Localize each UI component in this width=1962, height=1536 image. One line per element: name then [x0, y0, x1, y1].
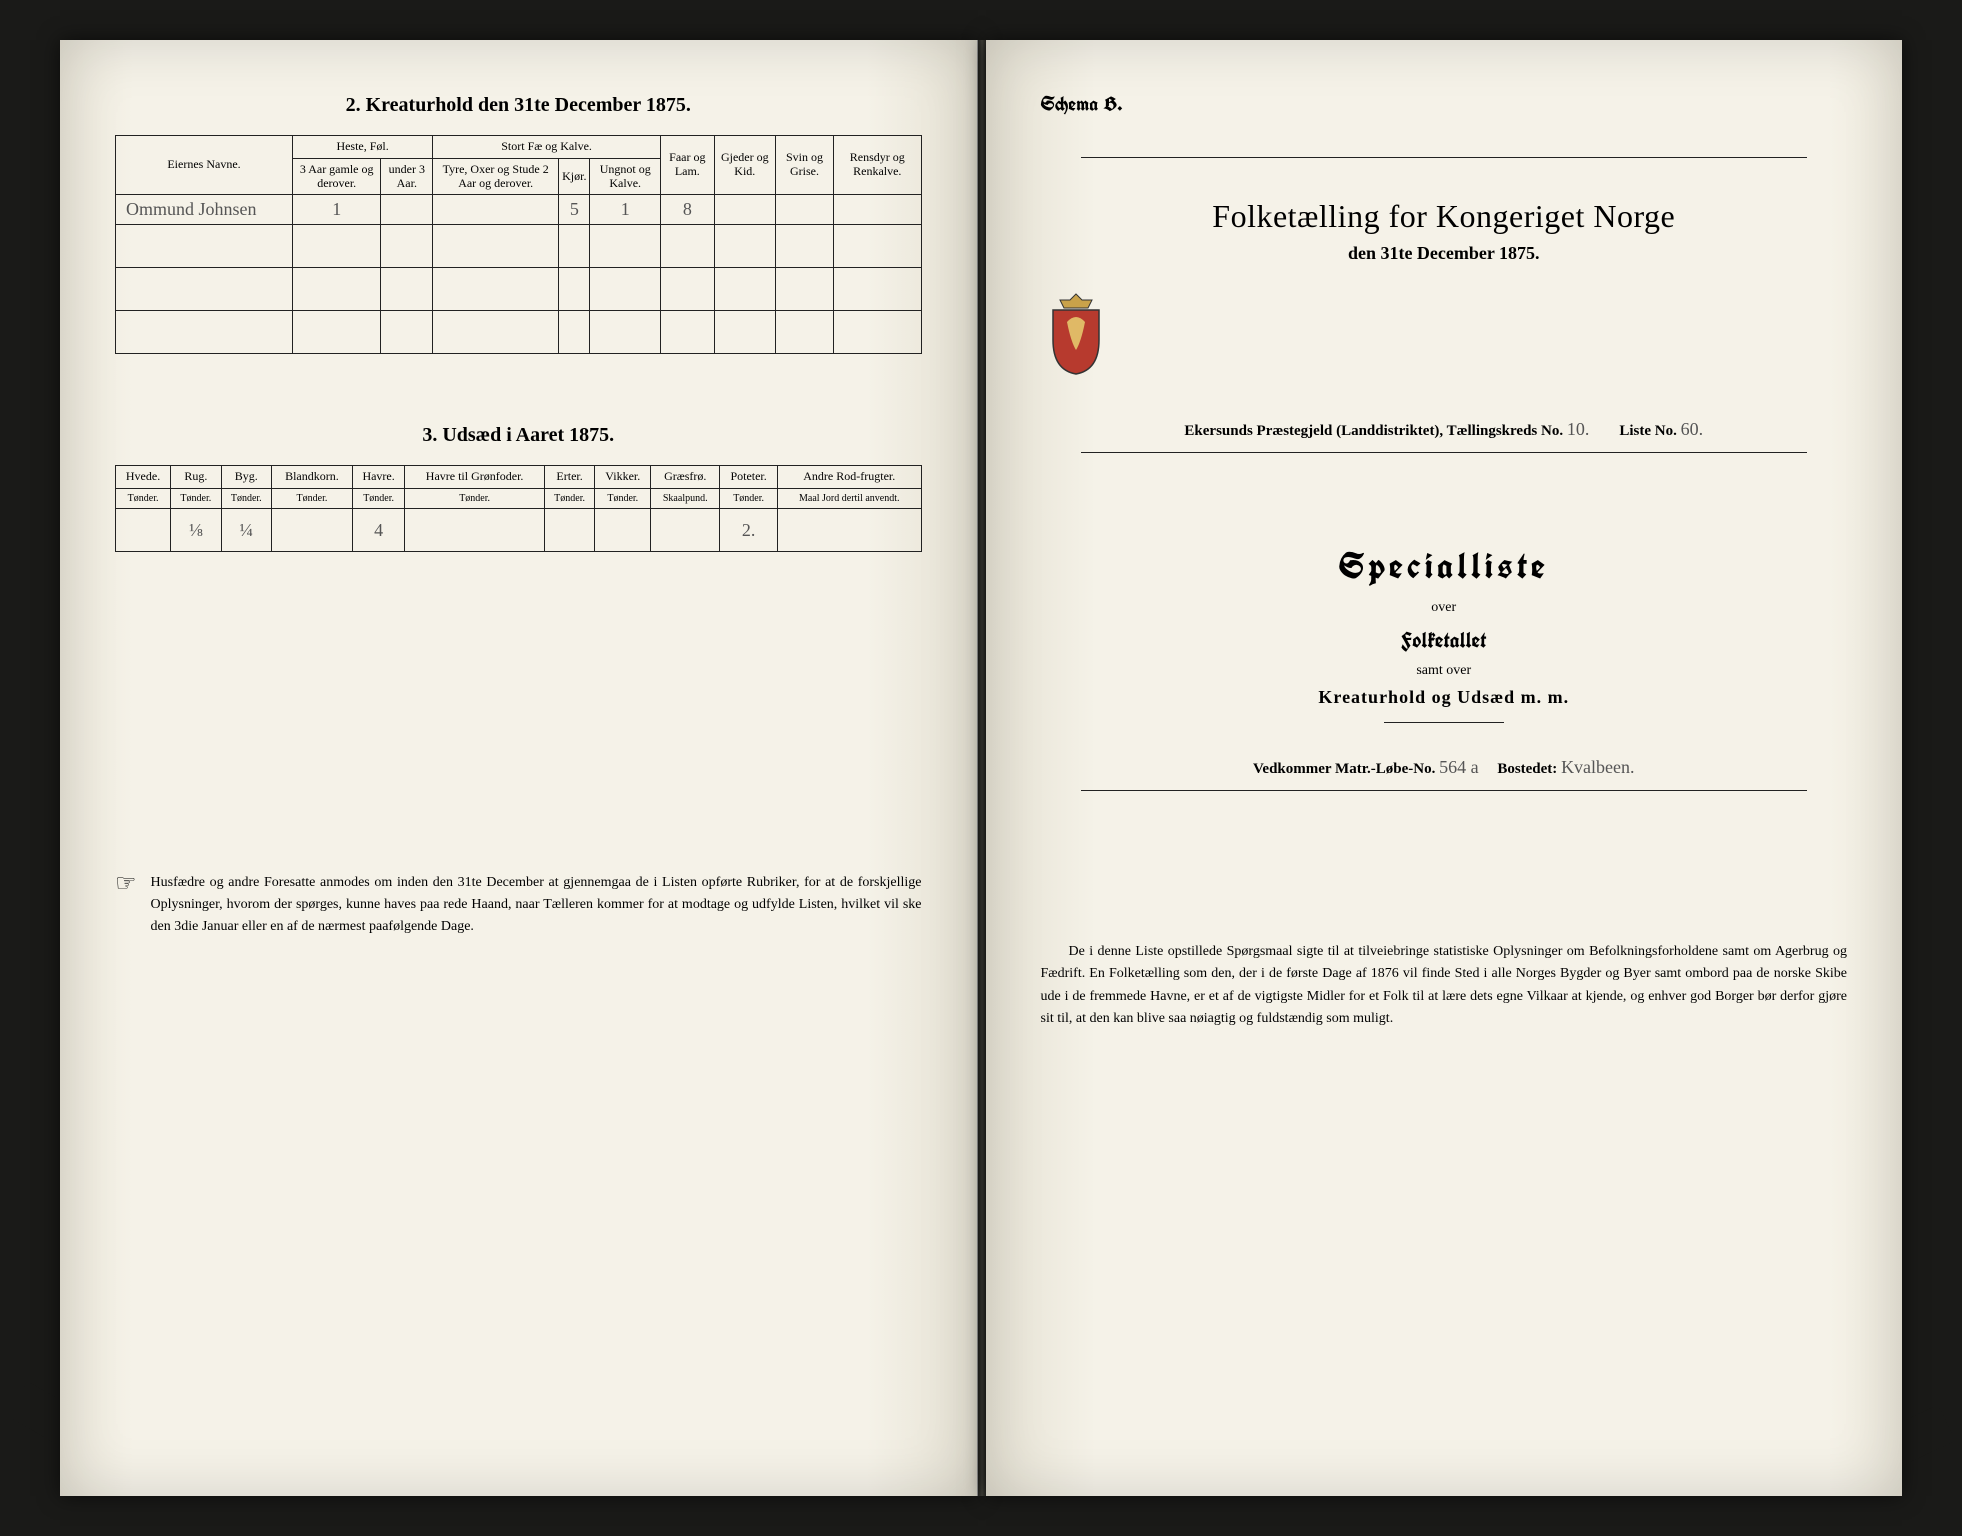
th-heste-a: 3 Aar gamle og derover. [293, 158, 381, 195]
th-sub: Tønder. [171, 488, 221, 509]
kreds-no: 10. [1567, 419, 1590, 439]
rule [1384, 722, 1504, 723]
th-eiernes: Eiernes Navne. [116, 136, 293, 195]
cell [775, 195, 833, 225]
vedk-label: Vedkommer Matr.-Løbe-No. [1253, 761, 1435, 777]
book-spread: 2. Kreaturhold den 31te December 1875. E… [60, 40, 1902, 1496]
over: over [1041, 600, 1848, 616]
th-sub: Tønder. [271, 488, 352, 509]
table-subheader-row: Tønder.Tønder.Tønder.Tønder.Tønder.Tønde… [116, 488, 922, 509]
table-row [116, 268, 922, 311]
section3-title: 3. Udsæd i Aaret 1875. [115, 424, 922, 447]
pointing-hand-icon: ☞ [115, 872, 137, 937]
th-stort-a: Tyre, Oxer og Stude 2 Aar og derover. [433, 158, 559, 195]
coat-of-arms-icon [1041, 292, 1111, 376]
folketallet: Folketallet [1041, 626, 1848, 655]
cell: 2. [720, 509, 778, 552]
th-sub: Tønder. [405, 488, 545, 509]
body-paragraph: De i denne Liste opstillede Spørgsmaal s… [1041, 941, 1848, 1031]
th-sub: Tønder. [544, 488, 594, 509]
cell [116, 509, 171, 552]
th-stort-c: Ungnot og Kalve. [590, 158, 660, 195]
th-svin: Svin og Grise. [775, 136, 833, 195]
th: Poteter. [720, 466, 778, 489]
cell [778, 509, 922, 552]
scan-surface: 2. Kreaturhold den 31te December 1875. E… [0, 0, 1962, 1536]
cell: 1 [590, 195, 660, 225]
th-ren: Rensdyr og Renkalve. [834, 136, 921, 195]
rule [1081, 790, 1808, 791]
th-heste: Heste, Føl. [293, 136, 433, 159]
cell: 5 [559, 195, 590, 225]
th-stort-b: Kjør. [559, 158, 590, 195]
th: Havre. [352, 466, 404, 489]
table-header-row: Hvede.Rug.Byg.Blandkorn.Havre.Havre til … [116, 466, 922, 489]
cell [651, 509, 720, 552]
kreaturhold-table: Eiernes Navne. Heste, Føl. Stort Fæ og K… [115, 135, 922, 354]
liste-no: 60. [1681, 419, 1704, 439]
left-page: 2. Kreaturhold den 31te December 1875. E… [60, 40, 978, 1496]
th: Havre til Grønfoder. [405, 466, 545, 489]
vedkommer-line: Vedkommer Matr.-Løbe-No. 564 a Bostedet:… [1041, 757, 1848, 778]
table-row: Ommund Johnsen 1 5 1 8 [116, 195, 922, 225]
specialliste: Specialliste [1041, 543, 1848, 590]
cell [834, 195, 921, 225]
book-spine [978, 40, 986, 1496]
th-heste-b: under 3 Aar. [381, 158, 433, 195]
liste-label: Liste No. [1619, 423, 1677, 439]
table-row: ⅛¼ 4 2. [116, 509, 922, 552]
th-stort: Stort Fæ og Kalve. [433, 136, 661, 159]
th: Blandkorn. [271, 466, 352, 489]
schema-label: Schema B. [1041, 90, 1848, 117]
cell [714, 195, 775, 225]
cell: 4 [352, 509, 404, 552]
bostedet: Kvalbeen. [1561, 757, 1634, 777]
section2-title: 2. Kreaturhold den 31te December 1875. [115, 94, 922, 117]
right-page: Schema B. Folketælling for Kongeriget No… [986, 40, 1903, 1496]
parish-text: Ekersunds Præstegjeld (Landdistriktet), … [1184, 423, 1563, 439]
samt: samt over [1041, 663, 1848, 679]
bostedet-label: Bostedet: [1497, 761, 1557, 777]
sub-date: den 31te December 1875. [1041, 243, 1848, 264]
th-sub: Tønder. [720, 488, 778, 509]
th: Andre Rod-frugter. [778, 466, 922, 489]
cell: ⅛ [171, 509, 221, 552]
th-sub: Tønder. [116, 488, 171, 509]
cell [405, 509, 545, 552]
matr-no: 564 a [1439, 757, 1479, 777]
cell: 1 [293, 195, 381, 225]
udsaed-table: Hvede.Rug.Byg.Blandkorn.Havre.Havre til … [115, 465, 922, 552]
table-row [116, 311, 922, 354]
th-sub: Tønder. [595, 488, 651, 509]
cell [433, 195, 559, 225]
th: Rug. [171, 466, 221, 489]
th-gjeder: Gjeder og Kid. [714, 136, 775, 195]
th-sub: Maal Jord dertil anvendt. [778, 488, 922, 509]
th: Græsfrø. [651, 466, 720, 489]
main-title: Folketælling for Kongeriget Norge [1041, 198, 1848, 235]
rule [1081, 157, 1808, 158]
th-faar: Faar og Lam. [660, 136, 714, 195]
th-sub: Tønder. [221, 488, 271, 509]
rule [1081, 452, 1808, 453]
th: Byg. [221, 466, 271, 489]
table-row [116, 225, 922, 268]
th: Erter. [544, 466, 594, 489]
th: Vikker. [595, 466, 651, 489]
cell [595, 509, 651, 552]
footnote-text: Husfædre og andre Foresatte anmodes om i… [151, 872, 922, 937]
footnote: ☞ Husfædre og andre Foresatte anmodes om… [115, 872, 922, 937]
th-sub: Tønder. [352, 488, 404, 509]
cell-name: Ommund Johnsen [116, 195, 293, 225]
th: Hvede. [116, 466, 171, 489]
cell: ¼ [221, 509, 271, 552]
cell [381, 195, 433, 225]
cell [544, 509, 594, 552]
parish-line: Ekersunds Præstegjeld (Landdistriktet), … [1041, 419, 1848, 440]
cell [271, 509, 352, 552]
kreaturhold-line: Kreaturhold og Udsæd m. m. [1041, 687, 1848, 708]
cell: 8 [660, 195, 714, 225]
th-sub: Skaalpund. [651, 488, 720, 509]
